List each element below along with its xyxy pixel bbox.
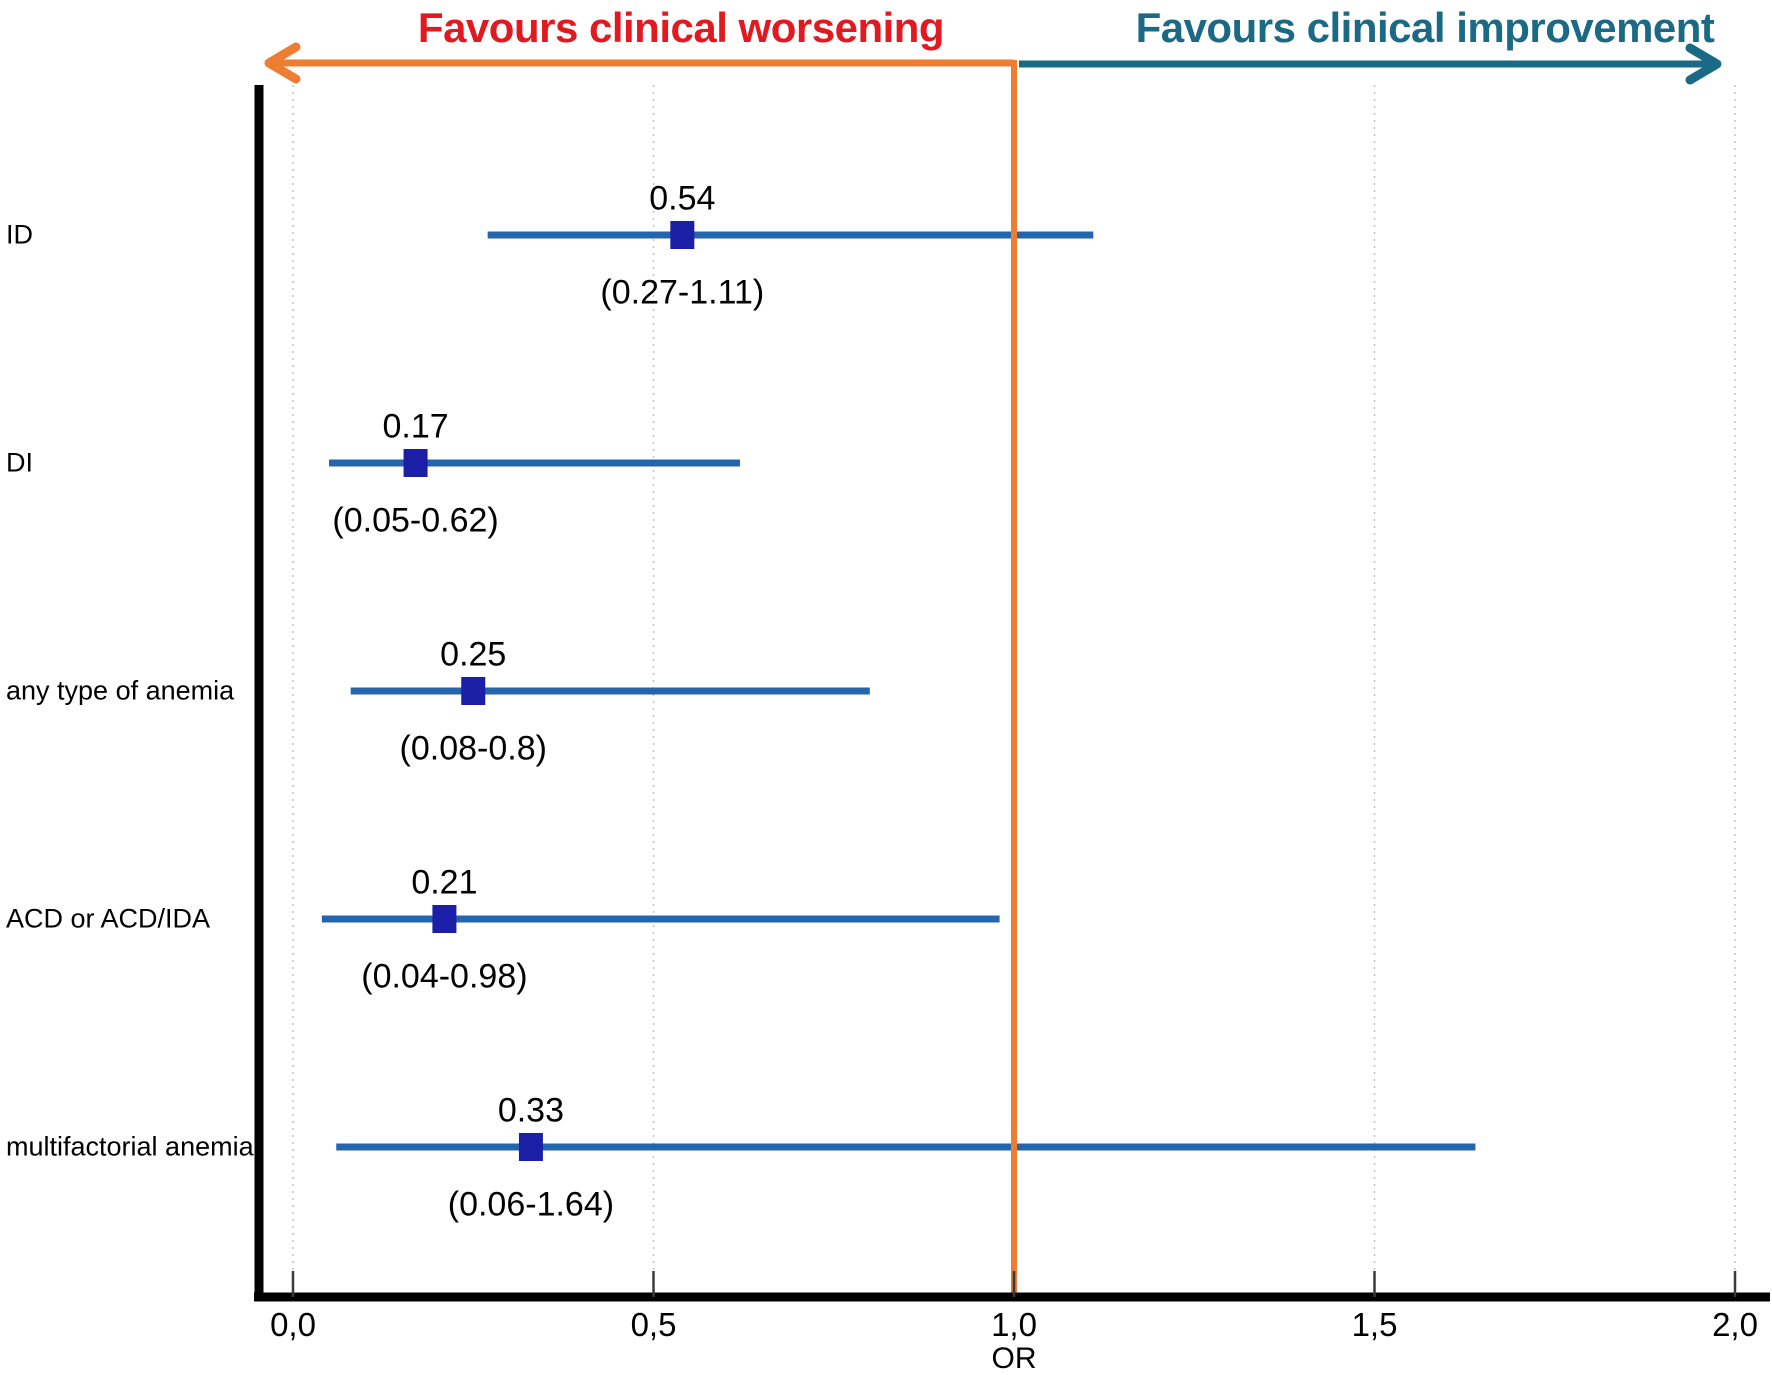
or-value-label: 0.33 bbox=[497, 1091, 565, 1130]
x-tick-label: 1,5 bbox=[1351, 1306, 1398, 1343]
favours-worsening-title: Favours clinical worsening bbox=[417, 4, 945, 51]
left-arrowhead-icon bbox=[264, 42, 301, 84]
x-tick-label: 0,0 bbox=[270, 1306, 316, 1343]
category-label: ID bbox=[6, 219, 33, 250]
category-label: any type of anemia bbox=[6, 675, 235, 706]
or-point-marker bbox=[670, 221, 695, 249]
or-point-marker bbox=[432, 905, 457, 933]
or-value-label: 0.54 bbox=[649, 179, 716, 218]
x-tick-label: 0,5 bbox=[630, 1306, 677, 1343]
favours-improvement-title: Favours clinical improvement bbox=[1135, 4, 1715, 51]
ci-label: (0.27-1.11) bbox=[600, 273, 765, 312]
x-tick-label: 2,0 bbox=[1712, 1306, 1758, 1343]
ci-label: (0.04-0.98) bbox=[361, 957, 528, 996]
category-label: ACD or ACD/IDA bbox=[6, 903, 211, 934]
or-point-marker bbox=[518, 1133, 543, 1161]
or-value-label: 0.17 bbox=[382, 407, 449, 446]
x-tick-label: 1,0 bbox=[991, 1306, 1037, 1343]
ci-label: (0.06-1.64) bbox=[447, 1185, 615, 1224]
right-arrowhead-icon bbox=[1685, 43, 1722, 85]
category-label: DI bbox=[6, 447, 33, 478]
x-axis-title: OR bbox=[991, 1342, 1037, 1375]
ci-label: (0.05-0.62) bbox=[332, 501, 499, 540]
or-point-marker bbox=[403, 449, 428, 477]
category-label: multifactorial anemia bbox=[6, 1131, 254, 1162]
ci-label: (0.08-0.8) bbox=[399, 729, 547, 768]
or-value-label: 0.21 bbox=[411, 863, 478, 902]
or-value-label: 0.25 bbox=[440, 635, 507, 674]
or-point-marker bbox=[461, 677, 486, 705]
